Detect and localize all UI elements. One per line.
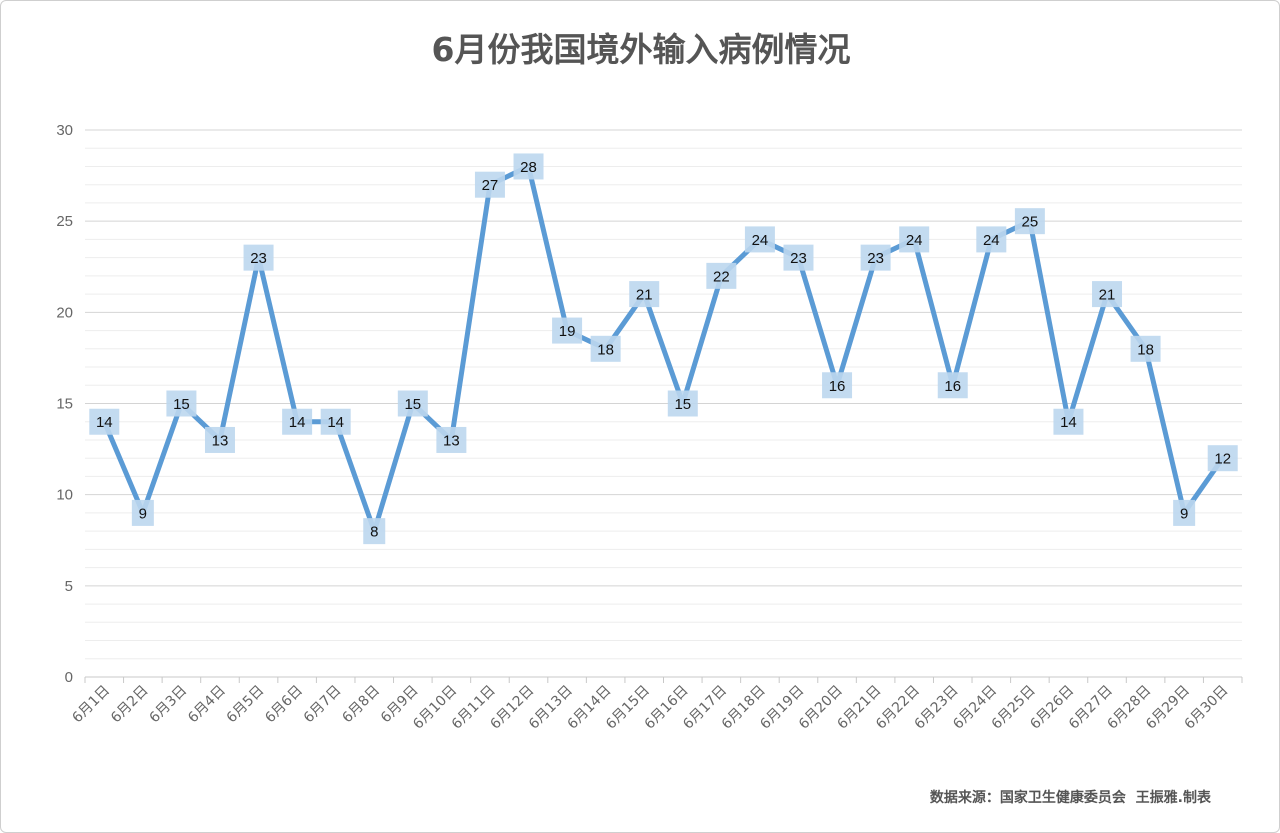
data-label: 18 <box>1137 341 1154 358</box>
y-tick-label: 15 <box>56 396 73 413</box>
data-label: 25 <box>1022 214 1039 231</box>
data-label-bg <box>131 499 154 526</box>
x-tick-label: 6月3日 <box>147 683 191 727</box>
data-label-bg <box>976 226 1007 253</box>
y-tick-label: 5 <box>65 578 73 595</box>
data-label-bg <box>1053 408 1084 435</box>
data-label-bg <box>474 171 505 198</box>
source-note: 数据来源：国家卫生健康委员会 王振雅.制表 <box>929 790 1211 806</box>
data-label-bg <box>590 335 621 362</box>
data-label: 16 <box>944 378 961 395</box>
data-label-bg <box>1173 499 1196 526</box>
data-label: 16 <box>829 378 846 395</box>
data-label-bg <box>552 317 583 344</box>
data-label: 19 <box>559 323 576 340</box>
data-label: 22 <box>713 268 730 285</box>
data-label-bg <box>706 262 737 289</box>
data-label-bg <box>899 226 930 253</box>
data-label-bg <box>243 244 274 271</box>
data-label-bg <box>1092 281 1123 308</box>
x-tick-label: 6月5日 <box>224 683 268 727</box>
y-tick-label: 20 <box>56 304 73 321</box>
data-label: 12 <box>1214 451 1231 468</box>
data-label: 23 <box>790 250 807 267</box>
y-tick-label: 10 <box>56 487 73 504</box>
y-tick-label: 30 <box>56 122 73 139</box>
data-label-bg <box>1207 445 1238 472</box>
x-tick-label: 6月8日 <box>339 683 383 727</box>
data-label: 23 <box>867 250 884 267</box>
data-label: 21 <box>636 287 653 304</box>
y-tick-label: 25 <box>56 213 73 230</box>
data-label: 14 <box>96 414 113 431</box>
data-label-bg <box>667 390 698 417</box>
x-tick-label: 6月6日 <box>262 683 306 727</box>
data-label: 13 <box>212 432 229 449</box>
data-label: 27 <box>482 177 499 194</box>
data-label: 18 <box>597 341 614 358</box>
x-tick-label: 6月4日 <box>185 683 229 727</box>
data-label: 14 <box>327 414 344 431</box>
data-label-bg <box>860 244 891 271</box>
data-label: 24 <box>906 232 923 249</box>
data-label-bg <box>204 426 235 453</box>
data-label-bg <box>937 372 968 399</box>
y-tick-label: 0 <box>65 669 73 686</box>
data-label: 24 <box>752 232 769 249</box>
data-label-bg <box>783 244 814 271</box>
data-label-bg <box>397 390 428 417</box>
data-label: 15 <box>404 396 421 413</box>
data-label: 8 <box>370 524 378 541</box>
data-label: 24 <box>983 232 1000 249</box>
data-label-bg <box>89 408 120 435</box>
x-tick-label: 6月2日 <box>108 683 152 727</box>
data-label-bg <box>513 153 544 180</box>
data-label-bg <box>282 408 313 435</box>
data-label: 15 <box>173 396 190 413</box>
data-label: 28 <box>520 159 537 176</box>
data-label: 14 <box>1060 414 1077 431</box>
data-label: 15 <box>674 396 691 413</box>
data-label: 21 <box>1099 287 1116 304</box>
data-label-bg <box>436 426 467 453</box>
data-label-bg <box>320 408 351 435</box>
data-label-bg <box>822 372 853 399</box>
data-label-bg <box>166 390 197 417</box>
data-label: 14 <box>289 414 306 431</box>
data-label-bg <box>1014 208 1045 235</box>
x-tick-label: 6月7日 <box>301 683 345 727</box>
data-label: 9 <box>139 505 147 522</box>
data-label-bg <box>1130 335 1161 362</box>
chart-title: 6月份我国境外输入病例情况 <box>431 30 851 69</box>
data-label-bg <box>363 518 386 545</box>
data-label-bg <box>629 281 660 308</box>
data-label-bg <box>744 226 775 253</box>
series-line <box>101 164 1226 534</box>
data-label: 13 <box>443 432 460 449</box>
x-tick-label: 6月1日 <box>69 683 113 727</box>
data-label: 9 <box>1180 505 1188 522</box>
data-label: 23 <box>250 250 267 267</box>
